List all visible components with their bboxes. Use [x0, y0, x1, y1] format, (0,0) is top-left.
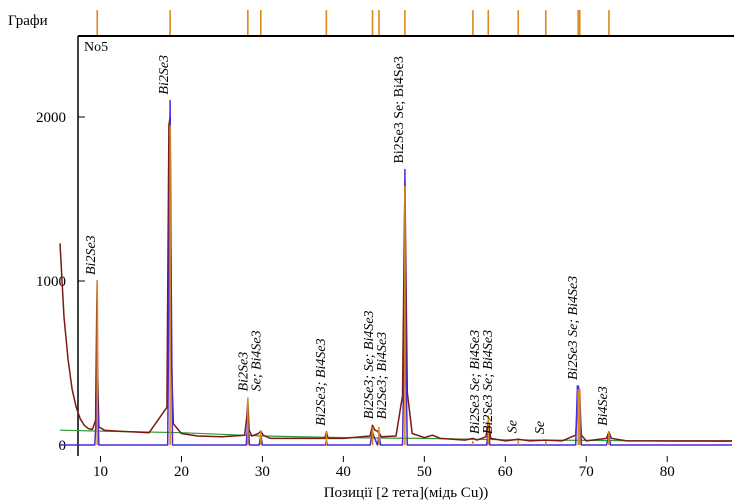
data-series — [59, 99, 733, 446]
x-tick-label: 40 — [336, 464, 351, 480]
reference-markers — [96, 10, 610, 35]
peak-label: Bi2Se3; Bi4Se3 — [375, 332, 390, 419]
x-tick-label: 20 — [174, 464, 189, 480]
x-tick-label: 50 — [417, 464, 432, 480]
peak-label: Bi4Se3 — [596, 386, 611, 426]
x-tick-label: 70 — [579, 464, 594, 480]
sample-label: No5 — [84, 40, 108, 55]
header-label: Графи — [8, 13, 48, 29]
peak-label: Se; Bi4Se3 — [250, 330, 265, 391]
y-tick-label: 1000 — [36, 274, 66, 290]
x-tick-label: 10 — [93, 464, 108, 480]
x-tick-label: 30 — [255, 464, 270, 480]
peak-label: Bi2Se3 — [157, 55, 172, 95]
x-tick-label: 80 — [660, 464, 675, 480]
peak-label: Bi2Se3 — [237, 352, 252, 392]
series-line — [59, 116, 732, 442]
peak-label: Bi2Se3 Se; Bi4Se3 — [468, 330, 483, 434]
peak-label: Bi2Se3; Se; Bi4Se3 — [362, 310, 377, 419]
peak-label: Bi2Se3 Se; Bi4Se3 — [392, 56, 407, 163]
peak-label: Bi2Se3 Se; Bi4Se3 — [481, 330, 496, 434]
x-tick-label: 60 — [498, 464, 513, 480]
y-tick-label: 2000 — [36, 110, 66, 126]
peak-label: Bi2Se3 Se; Bi4Se3 — [566, 276, 581, 380]
peak-label: Se — [533, 421, 548, 434]
peak-label: Se — [505, 420, 520, 433]
x-axis-ticks: 10 20 30 40 50 60 70 80 — [93, 456, 675, 480]
peak-label: Bi2Se3 — [84, 235, 99, 275]
peak-label: Bi2Se3; Bi4Se3 — [314, 338, 329, 425]
x-axis-label: Позиції [2 тета](мідь Cu)) — [324, 485, 489, 501]
y-tick-label: 0 — [59, 438, 67, 454]
